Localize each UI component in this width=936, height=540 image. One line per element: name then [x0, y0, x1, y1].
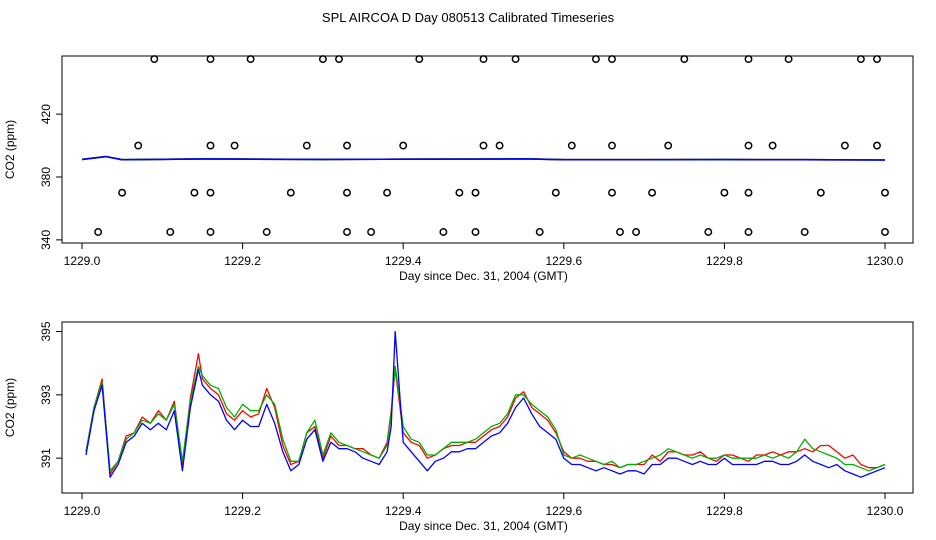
calibration-point	[286, 188, 295, 197]
calibration-point	[343, 228, 351, 236]
calibration-point	[206, 55, 215, 64]
calibration-point	[551, 188, 560, 197]
calibration-point	[206, 228, 215, 236]
top-x-tick-label: 1229.8	[706, 254, 743, 268]
calibration-point	[383, 188, 392, 197]
calibration-point	[439, 228, 448, 236]
top-x-tick-label: 1229.4	[385, 254, 422, 268]
bottom-x-tick-label: 1230.0	[867, 504, 904, 518]
calibration-point	[190, 188, 199, 197]
top-y-tick-label: 340	[39, 230, 53, 250]
calibration-point	[816, 188, 825, 197]
bottom-panel-co2-timeseries: 1229.0 1229.2 1229.4 1229.6 1229.8 1230.0 391 3…	[3, 321, 914, 533]
calibration-point	[479, 55, 488, 64]
top-x-axis-label: Day since Dec. 31, 2004 (GMT)	[399, 269, 568, 283]
calibration-point	[134, 141, 143, 150]
calibration-point	[343, 141, 351, 150]
calibration-point	[302, 141, 311, 150]
calibration-point	[567, 141, 576, 150]
calibration-point	[455, 188, 464, 197]
bottom-x-tick-label: 1229.4	[385, 504, 422, 518]
calibration-point	[318, 55, 327, 64]
top-y-tick-label: 420	[39, 104, 53, 124]
top-x-tick-label: 1229.6	[545, 254, 582, 268]
calibration-point	[784, 55, 793, 64]
bottom-plot-frame	[61, 321, 914, 494]
calibration-point	[744, 188, 753, 197]
calibration-point	[881, 188, 889, 197]
bottom-x-axis-label: Day since Dec. 31, 2004 (GMT)	[399, 519, 568, 533]
calibration-point	[744, 55, 753, 64]
top-panel-calibration-scatter: 1229.0 1229.2 1229.4 1229.6 1229.8 1230.0 340 3…	[3, 55, 914, 283]
calibration-point	[471, 188, 480, 197]
bottom-y-tick-label: 395	[39, 321, 53, 341]
calibration-point	[720, 188, 729, 197]
calibration-point	[479, 141, 488, 150]
calibration-point	[343, 188, 351, 197]
calibration-point	[399, 141, 408, 150]
bottom-series-line-1	[85, 365, 886, 472]
calibration-point	[873, 141, 881, 150]
calibration-point	[150, 55, 159, 64]
calibration-point	[166, 228, 175, 236]
calibration-point	[768, 141, 777, 150]
bottom-series-line-0	[85, 353, 886, 475]
calibration-point	[415, 55, 424, 64]
top-x-tick-label: 1230.0	[867, 254, 904, 268]
bottom-x-tick-label: 1229.6	[545, 504, 582, 518]
top-y-axis-label: CO2 (ppm)	[3, 120, 17, 179]
calibration-point	[94, 228, 103, 236]
bottom-x-tick-label: 1229.0	[64, 504, 101, 518]
calibration-point	[608, 141, 616, 150]
top-series-line-2	[81, 155, 886, 161]
bottom-y-tick-label: 391	[39, 448, 53, 468]
calibration-point	[262, 228, 271, 236]
calibration-point	[616, 228, 624, 236]
calibration-point	[680, 55, 689, 64]
top-y-tick-label: 380	[39, 167, 53, 187]
calibration-point	[840, 141, 849, 150]
calibration-point	[881, 228, 889, 236]
calibration-point	[246, 55, 255, 64]
calibration-point	[744, 228, 753, 236]
calibration-point	[118, 188, 127, 197]
bottom-y-axis-label: CO2 (ppm)	[3, 378, 17, 437]
calibration-point	[744, 141, 753, 150]
calibration-point	[511, 55, 520, 64]
top-x-tick-label: 1229.0	[64, 254, 101, 268]
top-x-tick-label: 1229.2	[224, 254, 261, 268]
calibration-point	[230, 141, 239, 150]
calibration-point	[704, 228, 713, 236]
calibration-point	[664, 141, 673, 150]
bottom-x-tick-label: 1229.8	[706, 504, 743, 518]
bottom-x-tick-label: 1229.2	[224, 504, 261, 518]
calibration-point	[206, 141, 215, 150]
calibration-point	[873, 55, 881, 64]
calibration-point	[335, 55, 343, 64]
calibration-point	[856, 55, 865, 64]
calibration-point	[800, 228, 809, 236]
calibration-point	[608, 188, 616, 197]
calibration-point	[591, 55, 600, 64]
calibration-point	[206, 188, 215, 197]
figure-title: SPL AIRCOA D Day 080513 Calibrated Times…	[322, 10, 615, 25]
calibration-point	[367, 228, 376, 236]
calibration-point	[608, 55, 616, 64]
calibration-point	[471, 228, 480, 236]
bottom-y-tick-label: 393	[39, 385, 53, 405]
calibration-point	[648, 188, 657, 197]
calibration-point	[632, 228, 641, 236]
top-plot-frame	[61, 55, 914, 244]
bottom-series-line-2	[85, 330, 886, 478]
calibration-point	[535, 228, 544, 236]
calibration-point	[495, 141, 504, 150]
